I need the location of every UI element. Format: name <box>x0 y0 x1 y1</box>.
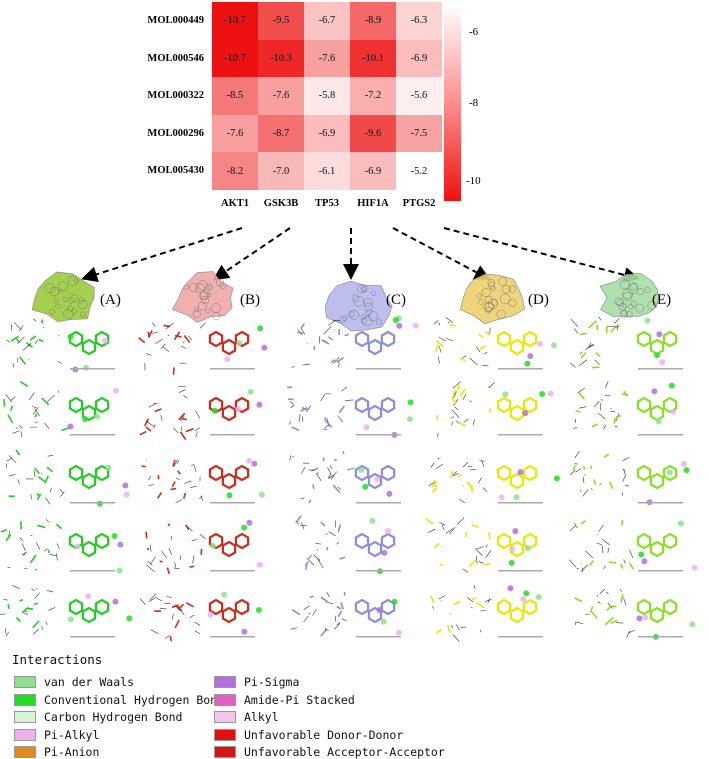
legend-label: Amide-Pi Stacked <box>244 693 355 707</box>
ligand-interaction-icon <box>428 582 568 644</box>
ligand-interaction-icon <box>286 380 426 442</box>
legend-label: Conventional Hydrogen Bond <box>44 693 224 707</box>
ligand-interaction-icon <box>568 582 708 644</box>
legend-item: Pi-Alkyl <box>14 728 99 742</box>
legend-item: Unfavorable Acceptor-Acceptor <box>214 745 445 759</box>
ligand-interaction-icon <box>140 314 280 376</box>
legend-swatch <box>214 746 236 758</box>
ligand-interaction-icon <box>428 516 568 578</box>
legend-label: Pi-Alkyl <box>44 728 99 742</box>
ligand-interaction-icon <box>568 448 708 510</box>
legend-item: Pi-Anion <box>14 745 99 759</box>
legend-swatch <box>214 694 236 706</box>
legend-title: Interactions <box>12 652 102 667</box>
ligand-interaction-icon <box>428 380 568 442</box>
panel-label: (A) <box>100 292 121 309</box>
panel-label: (E) <box>652 292 671 309</box>
ligand-interaction-icon <box>140 582 280 644</box>
legend-label: van der Waals <box>44 675 134 689</box>
legend-item: Amide-Pi Stacked <box>214 693 355 707</box>
ligand-interaction-icon <box>286 314 426 376</box>
ligand-interaction-icon <box>568 314 708 376</box>
legend-swatch <box>14 694 36 706</box>
ligand-interaction-icon <box>140 380 280 442</box>
arrow-akt1 <box>85 228 242 278</box>
legend-label: Carbon Hydrogen Bond <box>44 710 182 724</box>
panel-label: (D) <box>528 292 549 309</box>
legend-label: Unfavorable Donor-Donor <box>244 728 403 742</box>
legend-swatch <box>214 729 236 741</box>
legend-swatch <box>14 711 36 723</box>
ligand-interaction-icon <box>0 516 140 578</box>
ligand-interaction-icon <box>428 314 568 376</box>
arrow-hif1a <box>393 228 487 278</box>
legend-item: Carbon Hydrogen Bond <box>14 710 182 724</box>
ligand-interaction-icon <box>0 380 140 442</box>
ligand-interaction-icon <box>568 380 708 442</box>
panel-label: (C) <box>386 292 406 309</box>
arrow-gsk3b <box>216 228 290 278</box>
ligand-interaction-icon <box>0 314 140 376</box>
ligand-interaction-icon <box>0 448 140 510</box>
legend-item: Unfavorable Donor-Donor <box>214 728 403 742</box>
legend-swatch <box>214 676 236 688</box>
legend-swatch <box>14 729 36 741</box>
ligand-interaction-icon <box>140 448 280 510</box>
ligand-interaction-icon <box>140 516 280 578</box>
ligand-interaction-icon <box>568 516 708 578</box>
legend-item: Alkyl <box>214 710 279 724</box>
ligand-interaction-icon <box>286 516 426 578</box>
legend-item: van der Waals <box>14 675 134 689</box>
legend-label: Unfavorable Acceptor-Acceptor <box>244 745 445 759</box>
ligand-interaction-icon <box>286 582 426 644</box>
legend-swatch <box>14 746 36 758</box>
legend-swatch <box>214 711 236 723</box>
ligand-interaction-icon <box>286 448 426 510</box>
legend-swatch <box>14 676 36 688</box>
panel-label: (B) <box>240 292 260 309</box>
ligand-interaction-icon <box>0 582 140 644</box>
ligand-interaction-icon <box>428 448 568 510</box>
legend-label: Pi-Anion <box>44 745 99 759</box>
legend-label: Alkyl <box>244 710 279 724</box>
legend-item: Conventional Hydrogen Bond <box>14 693 224 707</box>
arrows <box>0 0 709 300</box>
legend-item: Pi-Sigma <box>214 675 299 689</box>
legend-label: Pi-Sigma <box>244 675 299 689</box>
